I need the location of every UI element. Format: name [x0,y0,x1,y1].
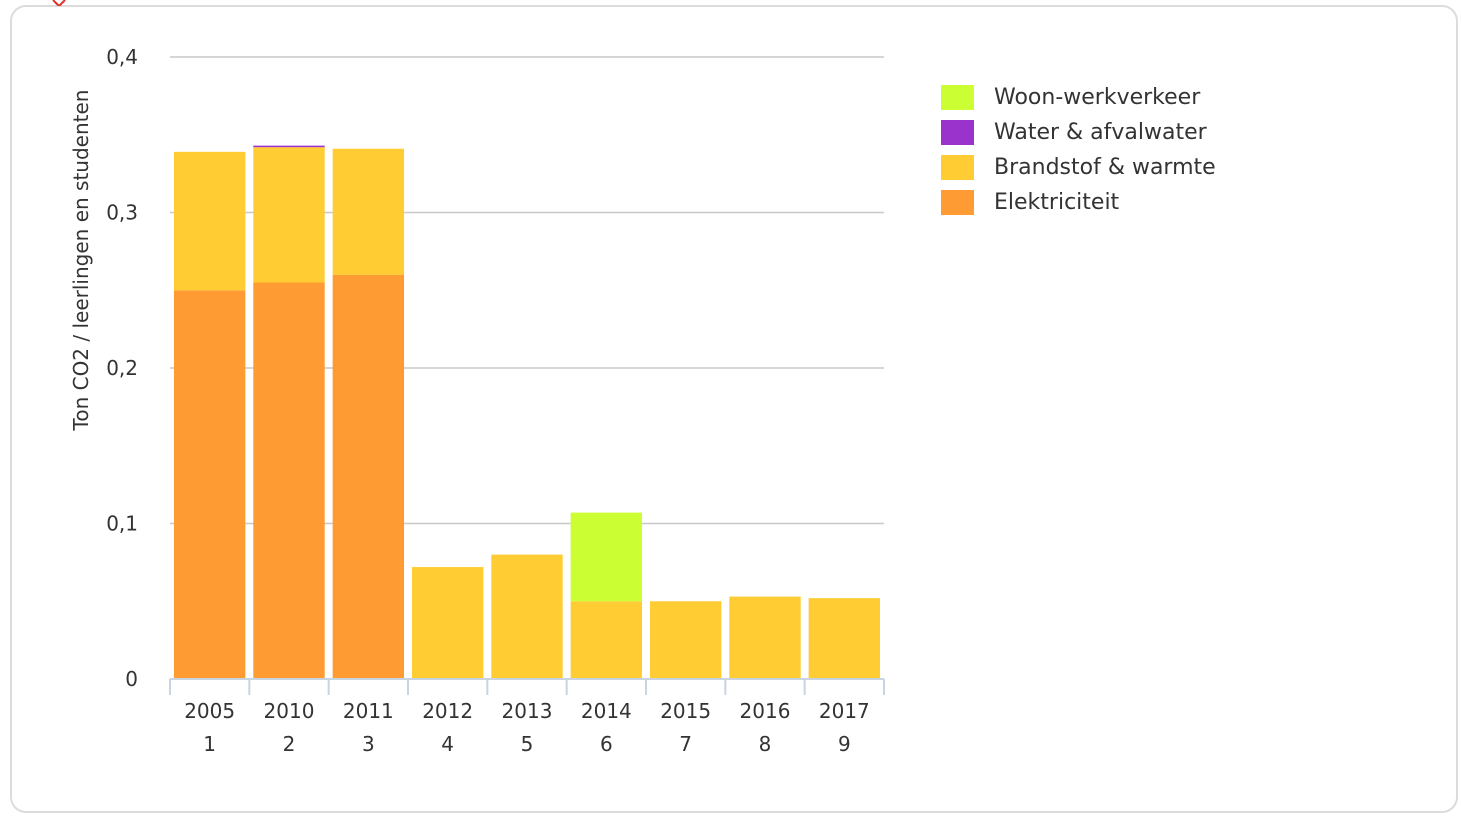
y-axis-label: Ton CO2 / leerlingen en studenten [69,90,93,432]
bars [173,145,881,679]
bar-segment-water-afvalwater [253,145,325,148]
x-tick-year: 2016 [740,699,791,723]
x-tick-year: 2013 [502,699,553,723]
x-tick-index: 1 [203,732,216,756]
x-tick-index: 6 [600,732,613,756]
legend-swatch [941,190,974,215]
x-tick-year: 2012 [422,699,473,723]
x-tick-index: 7 [679,732,692,756]
legend-item[interactable]: Water & afvalwater [941,115,1216,150]
x-tick-index: 8 [759,732,772,756]
bar-segment-brandstof-warmte [173,151,246,291]
bar-segment-elektriciteit [253,282,325,679]
y-tick-label: 0 [125,667,138,691]
y-axis-ticks: 0 0,1 0,2 0,3 0,4 [106,45,138,691]
bar-segment-brandstof-warmte [411,567,484,679]
x-tick-year: 2005 [184,699,235,723]
legend-item[interactable]: Brandstof & warmte [941,150,1216,185]
x-tick-year: 2011 [343,699,394,723]
x-tick-year: 2010 [264,699,315,723]
legend-item[interactable]: Elektriciteit [941,185,1216,220]
bar-segment-brandstof-warmte [808,598,881,679]
x-axis [169,678,885,695]
x-tick-year: 2017 [819,699,870,723]
legend-label: Water & afvalwater [994,120,1207,145]
y-tick-label: 0,1 [106,512,138,536]
bar-segment-brandstof-warmte [729,596,801,679]
y-tick-label: 0,2 [106,356,138,380]
legend: Woon-werkverkeer Water & afvalwater Brands… [941,80,1216,220]
legend-item[interactable]: Woon-werkverkeer [941,80,1216,115]
legend-swatch [941,85,974,110]
y-tick-label: 0,4 [106,45,138,69]
bar-segment-brandstof-warmte [649,601,722,679]
bar-segment-elektriciteit [332,274,405,679]
x-tick-index: 2 [283,732,296,756]
x-axis-ticks: 2005 1 2010 2 2011 3 2012 4 2013 5 2014 6 2015 7 2016 8… [184,699,870,756]
legend-swatch [941,155,974,180]
legend-label: Brandstof & warmte [994,155,1216,180]
bar-segment-brandstof-warmte [332,148,405,275]
bar-segment-elektriciteit [173,290,246,679]
bar-segment-brandstof-warmte [253,147,325,283]
y-tick-label: 0,3 [106,201,138,225]
x-tick-index: 5 [521,732,534,756]
x-tick-index: 9 [838,732,851,756]
legend-swatch [941,120,974,145]
x-tick-year: 2015 [660,699,711,723]
bar-segment-brandstof-warmte [491,554,563,679]
x-tick-index: 4 [441,732,454,756]
x-tick-year: 2014 [581,699,632,723]
bar-segment-woon-werkverkeer [570,512,643,602]
legend-label: Woon-werkverkeer [994,85,1201,110]
bar-segment-brandstof-warmte [570,601,643,679]
legend-label: Elektriciteit [994,190,1120,215]
corner-marker-icon [52,0,66,6]
x-tick-index: 3 [362,732,375,756]
